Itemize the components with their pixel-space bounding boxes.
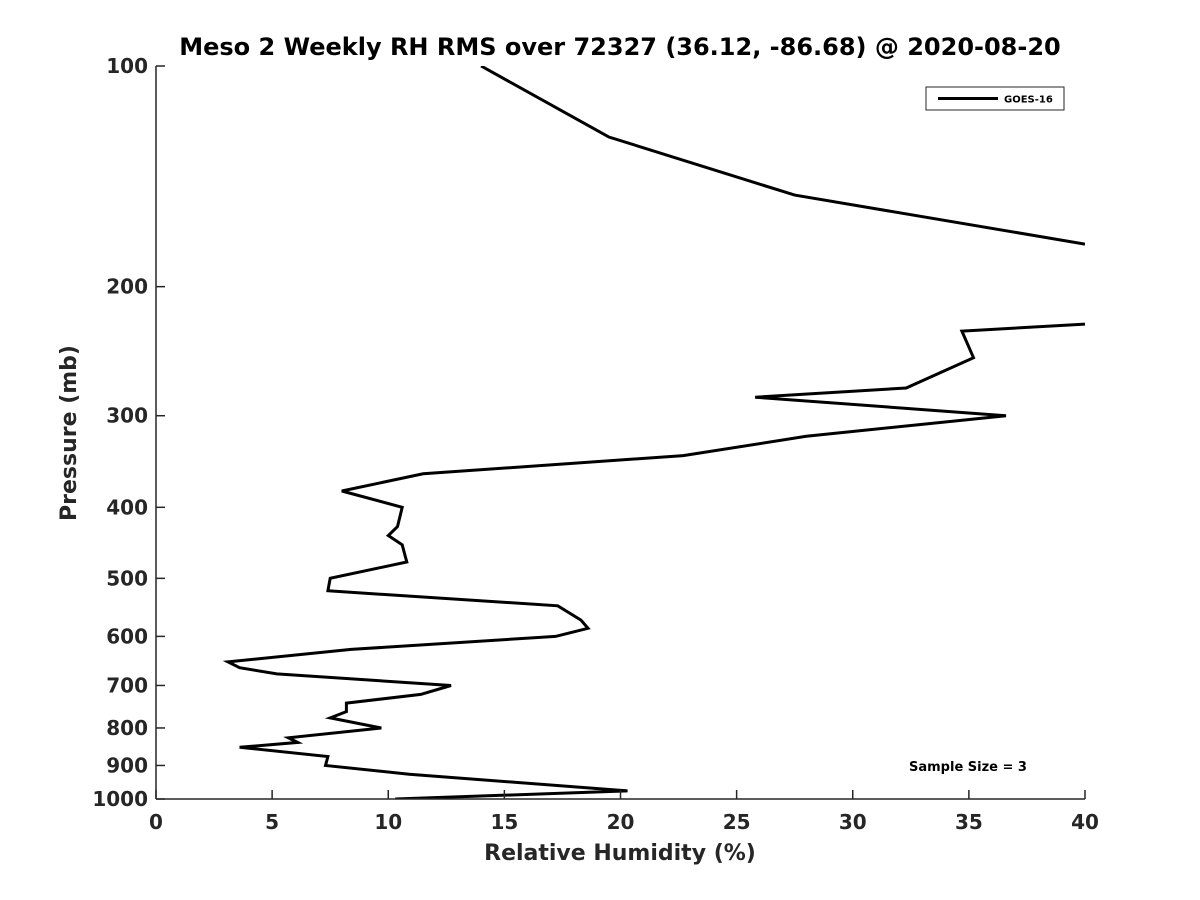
series-line-segment <box>480 66 1085 246</box>
x-tick-label: 30 <box>839 810 867 834</box>
y-tick-label: 200 <box>106 275 148 299</box>
x-tick-label: 20 <box>607 810 635 834</box>
y-tick-label: 900 <box>106 753 148 777</box>
x-tick-label: 5 <box>265 810 279 834</box>
y-tick-label: 700 <box>106 673 148 697</box>
x-tick-label: 15 <box>490 810 518 834</box>
series-GOES-16 <box>222 66 1085 799</box>
y-tick-label: 300 <box>106 404 148 428</box>
x-tick-label: 0 <box>149 810 163 834</box>
x-axis-label: Relative Humidity (%) <box>484 841 756 866</box>
axes: 0 5 10 15 20 25 30 35 40 100 200 300 400 500 600 700 800… <box>92 54 1099 834</box>
y-axis-label: Pressure (mb) <box>57 345 82 521</box>
y-tick-label: 600 <box>106 624 148 648</box>
y-tick-label: 100 <box>106 54 148 78</box>
series-line-segment <box>222 322 1085 799</box>
chart-title: Meso 2 Weekly RH RMS over 72327 (36.12, … <box>179 33 1061 61</box>
x-tick-label: 10 <box>374 810 402 834</box>
y-tick-label: 400 <box>106 495 148 519</box>
x-tick-label: 25 <box>723 810 751 834</box>
legend: GOES-16 <box>925 86 1065 111</box>
legend-entry: GOES-16 <box>1004 95 1053 106</box>
y-tick-label: 800 <box>106 716 148 740</box>
y-tick-label: 500 <box>106 566 148 590</box>
x-tick-label: 35 <box>955 810 983 834</box>
sample-size-annotation: Sample Size = 3 <box>909 760 1027 775</box>
y-tick-label: 1000 <box>92 787 148 811</box>
x-tick-label: 40 <box>1071 810 1099 834</box>
plot-area <box>222 66 1085 799</box>
